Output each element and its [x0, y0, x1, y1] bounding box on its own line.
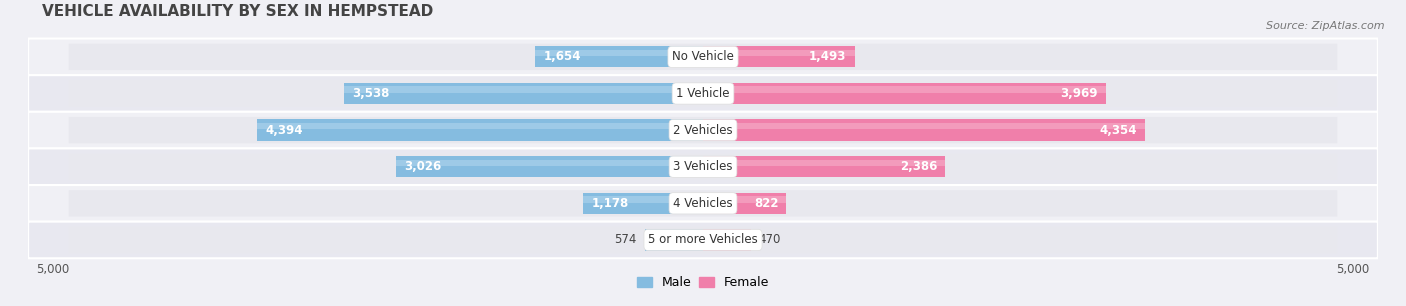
- FancyBboxPatch shape: [28, 75, 1378, 112]
- Text: 5,000: 5,000: [1337, 263, 1369, 276]
- FancyBboxPatch shape: [703, 154, 1337, 180]
- Text: 470: 470: [759, 233, 782, 246]
- Text: Source: ZipAtlas.com: Source: ZipAtlas.com: [1267, 21, 1385, 32]
- Bar: [703, 160, 945, 166]
- FancyBboxPatch shape: [28, 148, 1378, 185]
- Text: 2,386: 2,386: [900, 160, 936, 173]
- FancyBboxPatch shape: [69, 117, 703, 143]
- FancyBboxPatch shape: [28, 185, 1378, 222]
- Text: 3,538: 3,538: [352, 87, 389, 100]
- Bar: [396, 160, 703, 166]
- FancyBboxPatch shape: [28, 112, 1378, 148]
- FancyBboxPatch shape: [28, 222, 1378, 258]
- Text: 5,000: 5,000: [37, 263, 69, 276]
- Bar: [703, 50, 855, 56]
- Bar: [703, 229, 751, 251]
- FancyBboxPatch shape: [703, 227, 1337, 253]
- Bar: [536, 50, 703, 56]
- Text: 1 Vehicle: 1 Vehicle: [676, 87, 730, 100]
- Bar: [645, 233, 703, 239]
- FancyBboxPatch shape: [69, 190, 703, 217]
- Legend: Male, Female: Male, Female: [631, 271, 775, 294]
- FancyBboxPatch shape: [69, 44, 703, 70]
- FancyBboxPatch shape: [703, 80, 1337, 107]
- Bar: [344, 87, 703, 93]
- Text: 1,493: 1,493: [808, 50, 846, 63]
- Text: 3,026: 3,026: [404, 160, 441, 173]
- Text: No Vehicle: No Vehicle: [672, 50, 734, 63]
- FancyBboxPatch shape: [69, 80, 703, 107]
- Text: 1,654: 1,654: [543, 50, 581, 63]
- Bar: [703, 119, 1144, 141]
- Bar: [703, 233, 751, 239]
- Text: 2 Vehicles: 2 Vehicles: [673, 124, 733, 136]
- Text: 5 or more Vehicles: 5 or more Vehicles: [648, 233, 758, 246]
- Bar: [703, 156, 945, 177]
- FancyBboxPatch shape: [703, 117, 1337, 143]
- Bar: [703, 87, 1105, 93]
- Bar: [583, 196, 703, 203]
- FancyBboxPatch shape: [703, 190, 1337, 217]
- Bar: [703, 83, 1105, 104]
- Bar: [257, 119, 703, 141]
- Text: 4 Vehicles: 4 Vehicles: [673, 197, 733, 210]
- FancyBboxPatch shape: [69, 227, 703, 253]
- FancyBboxPatch shape: [69, 154, 703, 180]
- Text: 4,394: 4,394: [266, 124, 302, 136]
- Text: 3,969: 3,969: [1060, 87, 1098, 100]
- Bar: [703, 123, 1144, 129]
- FancyBboxPatch shape: [28, 39, 1378, 75]
- Bar: [396, 156, 703, 177]
- Bar: [645, 229, 703, 251]
- FancyBboxPatch shape: [703, 44, 1337, 70]
- Bar: [703, 46, 855, 68]
- Text: 1,178: 1,178: [592, 197, 628, 210]
- Text: 822: 822: [754, 197, 779, 210]
- Bar: [703, 196, 786, 203]
- Bar: [536, 46, 703, 68]
- Bar: [583, 193, 703, 214]
- Bar: [257, 123, 703, 129]
- Text: 3 Vehicles: 3 Vehicles: [673, 160, 733, 173]
- Bar: [344, 83, 703, 104]
- Text: 574: 574: [614, 233, 637, 246]
- Text: 4,354: 4,354: [1099, 124, 1136, 136]
- Bar: [703, 193, 786, 214]
- Text: VEHICLE AVAILABILITY BY SEX IN HEMPSTEAD: VEHICLE AVAILABILITY BY SEX IN HEMPSTEAD: [42, 4, 433, 19]
